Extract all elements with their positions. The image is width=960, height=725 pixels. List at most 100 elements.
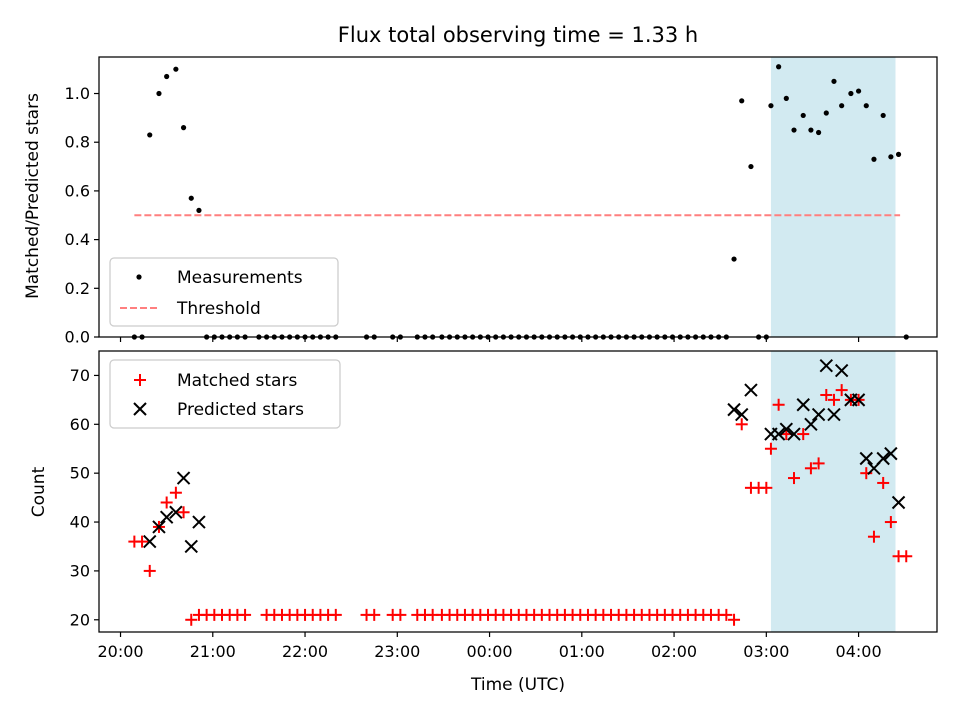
measurement-point (180, 125, 187, 131)
legend-predicted-label: Predicted stars (177, 400, 304, 420)
predicted-star-point (834, 363, 849, 378)
bottom-y-ticks: 20 30 40 50 60 70 (70, 366, 99, 629)
matched-star-point (820, 388, 833, 401)
y-tick-label: 60 (70, 415, 90, 434)
measurement-point (863, 103, 869, 109)
top-axes-frame (98, 56, 938, 338)
measurement-point (748, 163, 754, 170)
y-tick-label: 0.2 (65, 279, 90, 298)
bottom-axes-frame (98, 350, 938, 633)
y-tick-label: 70 (70, 366, 90, 385)
x-tick-label: 22:00 (282, 642, 328, 661)
top-legend-box (109, 257, 339, 327)
predicted-star-point (884, 446, 898, 461)
x-tick-label: 00:00 (466, 642, 512, 661)
measurement-point (768, 103, 774, 109)
matched-star-point (804, 462, 817, 475)
legend-measurements-marker (136, 274, 142, 280)
predicted-star-point (851, 393, 866, 407)
predicted-star-point (744, 383, 758, 397)
predicted-star-point (787, 427, 801, 441)
legend-measurements-label: Measurements (177, 268, 303, 288)
measurement-point (164, 73, 170, 80)
predicted-star-point (876, 451, 890, 466)
measurement-point (808, 127, 814, 133)
matched-star-point (329, 608, 342, 621)
measurement-point (855, 88, 862, 94)
y-tick-label: 0.4 (65, 230, 90, 249)
legend-matched-marker (134, 374, 146, 386)
measurement-point (196, 207, 202, 213)
matched-star-point (143, 564, 156, 577)
matched-star-point (867, 530, 880, 543)
bottom-legend-box (109, 359, 341, 429)
measurement-point (147, 132, 153, 138)
bottom-legend: Matched stars Predicted stars (109, 359, 341, 429)
matched-star-point (720, 608, 733, 621)
x-tick-label: 23:00 (374, 642, 420, 661)
matched-star-point (900, 550, 913, 563)
measurement-point (173, 66, 179, 72)
matched-star-point (827, 393, 840, 406)
bottom-x-ticks: 20:00 21:00 22:00 23:00 00:00 01:00 02:00 03:00… (97, 632, 882, 661)
measurement-point (871, 156, 877, 162)
predicted-star-point (771, 427, 786, 441)
y-tick-label: 30 (70, 561, 90, 580)
predicted-star-point (779, 422, 794, 436)
x-tick-label: 03:00 (743, 642, 789, 661)
matched-star-point (169, 486, 182, 499)
measurement-point (776, 64, 782, 70)
matched-star-point (185, 613, 198, 626)
matched-stars-points (128, 384, 913, 626)
chart-title: Flux total observing time = 1.33 h (338, 23, 698, 47)
y-tick-label: 0.0 (65, 328, 90, 347)
matched-star-point (177, 506, 190, 519)
bottom-y-label: Count (29, 466, 49, 517)
matched-star-point (728, 613, 741, 626)
predicted-star-point (192, 515, 206, 529)
predicted-star-point (176, 471, 191, 485)
predicted-star-point (152, 520, 166, 534)
x-tick-label: 01:00 (559, 642, 605, 661)
legend-matched-label: Matched stars (177, 371, 297, 391)
x-tick-label: 02:00 (651, 642, 697, 661)
measurement-point (188, 195, 194, 201)
y-tick-label: 40 (70, 513, 90, 532)
measurement-point (156, 90, 162, 97)
predicted-star-point (796, 398, 810, 412)
measurement-point (791, 127, 797, 133)
matched-star-point (788, 472, 801, 485)
matched-star-point (812, 457, 825, 470)
measurement-point (739, 98, 745, 104)
measurement-point (888, 154, 894, 160)
predicted-star-point (827, 407, 841, 422)
predicted-star-point (169, 505, 183, 519)
x-axis-label: Time (UTC) (470, 675, 565, 695)
top-highlight-span (770, 57, 896, 337)
legend-threshold-label: Threshold (176, 299, 261, 319)
matched-star-point (394, 608, 407, 621)
matched-star-point (368, 608, 381, 621)
matched-star-point (735, 418, 748, 431)
predicted-star-point (143, 534, 157, 549)
predicted-star-point (735, 407, 749, 422)
y-tick-label: 50 (70, 464, 90, 483)
top-x-ticks (119, 337, 860, 342)
y-tick-label: 1.0 (65, 84, 90, 103)
measurement-point (839, 103, 845, 109)
bottom-panel: 20 30 40 50 60 70 20:00 21:00 22:00 23:00 00:00 01… (29, 350, 938, 695)
matched-star-point (160, 496, 173, 509)
legend-predicted-marker (133, 402, 147, 416)
measurement-point (800, 112, 806, 119)
x-tick-label: 04:00 (836, 642, 882, 661)
matched-star-point (877, 476, 890, 489)
matched-star-point (772, 398, 785, 411)
matched-star-point (760, 481, 773, 494)
measurement-point (783, 95, 789, 101)
predicted-star-point (859, 451, 873, 466)
measurement-point (848, 90, 854, 97)
y-tick-label: 0.8 (65, 133, 90, 152)
predicted-star-point (819, 358, 833, 373)
matched-star-point (797, 428, 810, 441)
